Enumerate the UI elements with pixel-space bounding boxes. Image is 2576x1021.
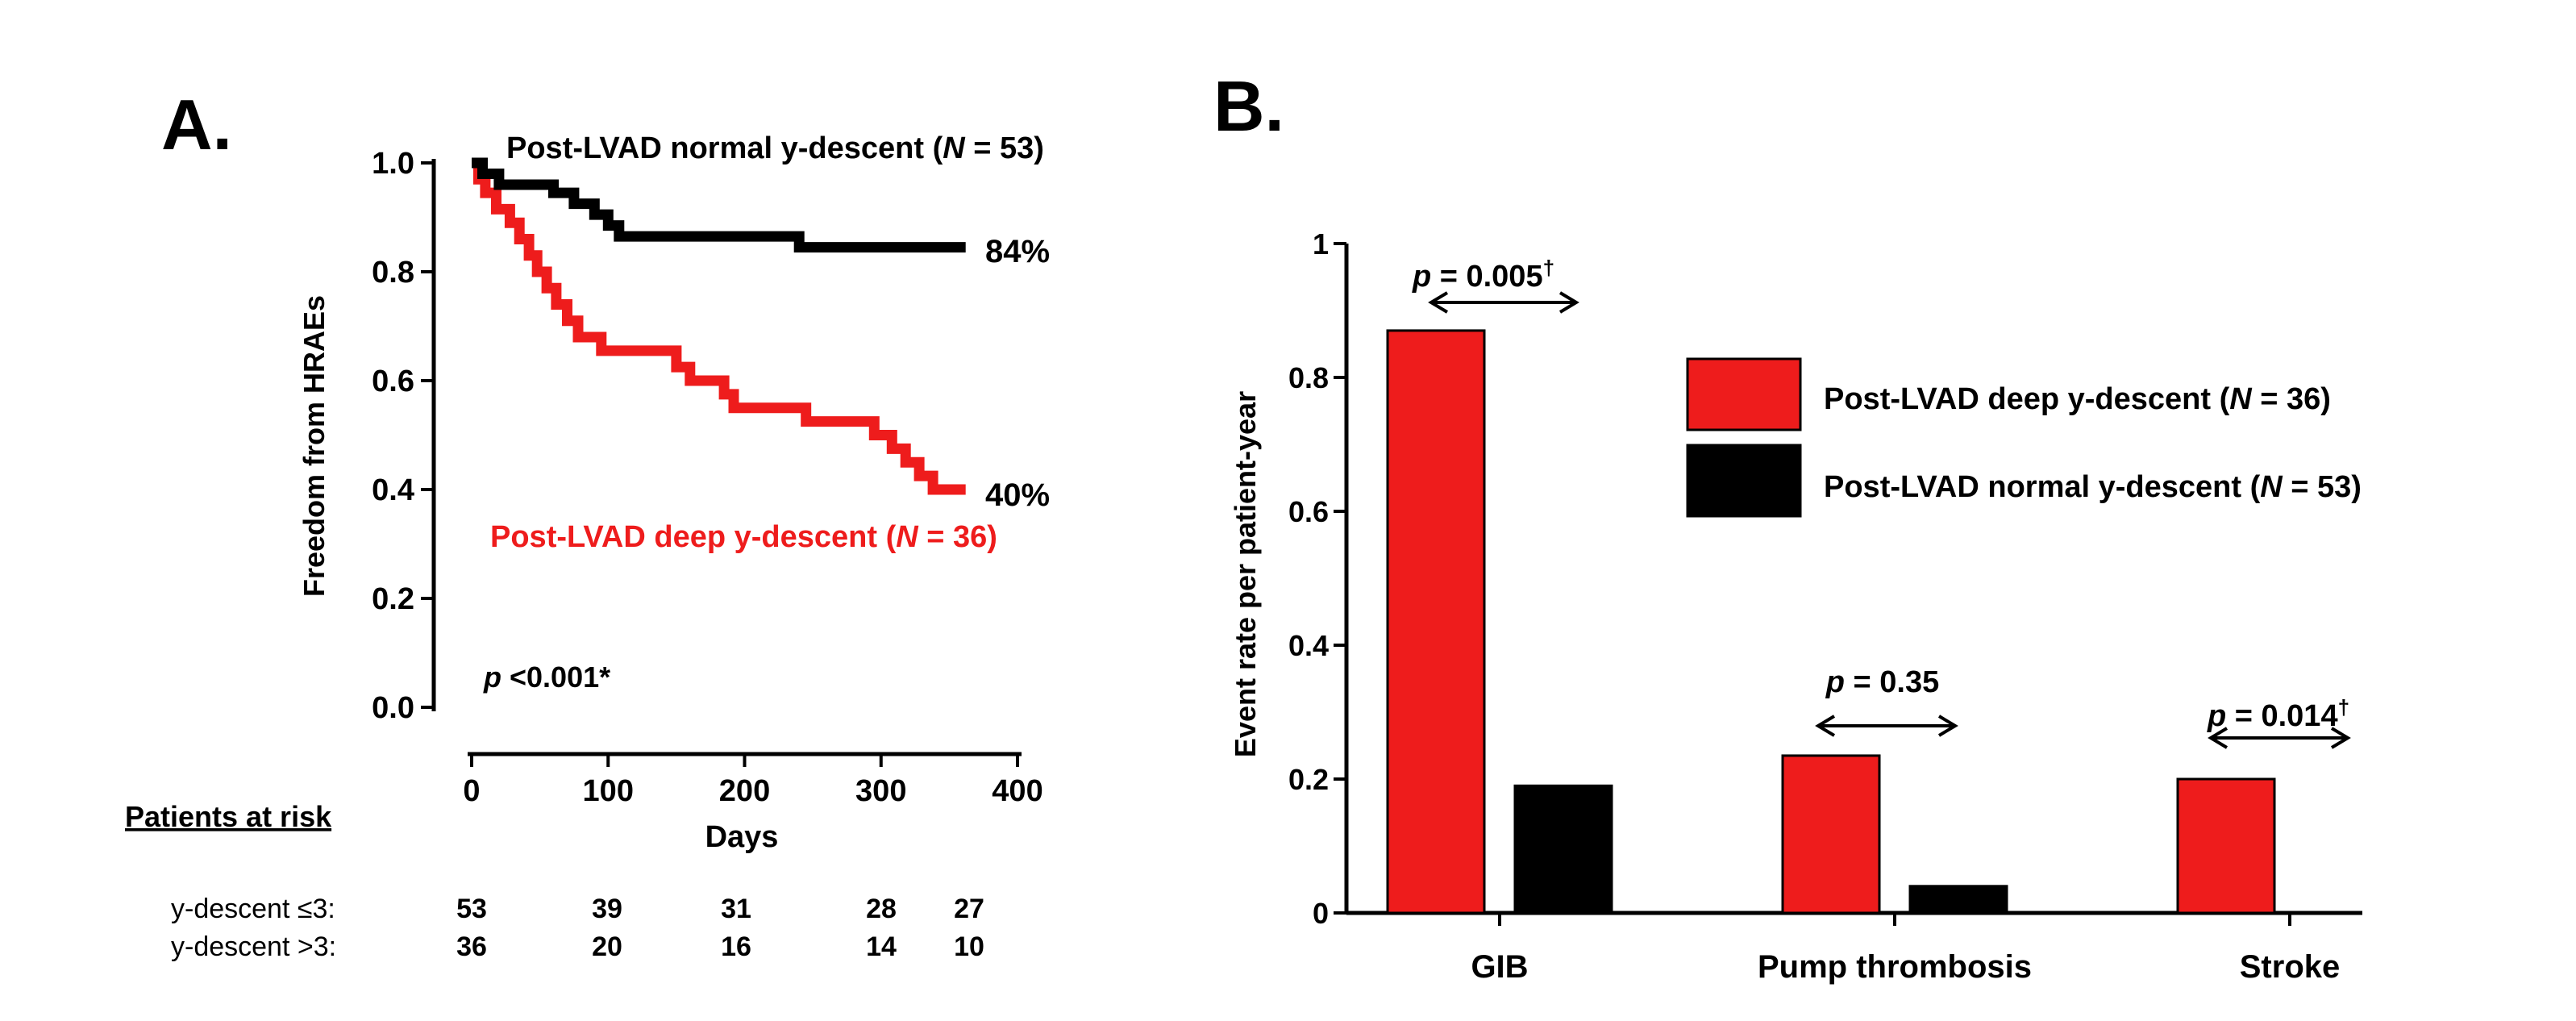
category-label: Pump thrombosis — [1758, 949, 2032, 985]
category-label: GIB — [1471, 949, 1528, 985]
y-tick-label: 0.6 — [1288, 495, 1329, 528]
risk-table-title: Patients at risk — [125, 800, 332, 833]
risk-value: 20 — [592, 931, 622, 962]
risk-value: 10 — [954, 931, 984, 962]
panel-b-category-labels: GIB Pump thrombosis Stroke — [1471, 949, 2340, 985]
category-label: Stroke — [2240, 949, 2341, 985]
comparison-arrow-gib — [1428, 291, 1579, 314]
pvalue-gib: p = 0.005† — [1412, 256, 1554, 294]
risk-value: 28 — [866, 894, 897, 924]
panel-b-label: B. — [1213, 66, 1284, 146]
panel-a-xlabel: Days — [705, 820, 779, 854]
panel-a-ylabel: Freedom from HRAEs — [298, 295, 331, 597]
y-tick-label: 0.0 — [372, 691, 414, 725]
x-tick-label: 400 — [992, 774, 1042, 808]
legend-swatch-normal — [1686, 444, 1802, 518]
panel-b-legend: Post-LVAD deep y-descent (N = 36) Post-L… — [1686, 357, 2362, 518]
panel-b-bars — [1386, 329, 2276, 915]
risk-value: 27 — [954, 894, 984, 924]
panel-b-ylabel: Event rate per patient-year — [1229, 391, 1262, 757]
deep-series-label: Post-LVAD deep y-descent (N = 36) — [490, 520, 997, 554]
pvalue-pump: p = 0.35 — [1825, 665, 1939, 699]
y-tick-label: 0.8 — [1288, 361, 1329, 394]
y-tick-label: 0.6 — [372, 365, 414, 398]
panel-a-label: A. — [161, 85, 232, 165]
x-tick-label: 100 — [583, 774, 634, 808]
risk-row-label-2: y-descent >3: — [171, 931, 336, 962]
y-tick-label: 0 — [1313, 897, 1329, 930]
panel-a-pvalue: p <0.001* — [483, 661, 610, 694]
y-tick-label: 1 — [1313, 227, 1329, 260]
legend-swatch-deep — [1686, 357, 1802, 431]
y-tick-label: 0.4 — [1288, 629, 1329, 662]
panel-a-ticks: 0.0 0.2 0.4 0.6 0.8 1.0 0 100 200 300 400 — [372, 147, 1043, 808]
risk-value: 31 — [721, 894, 751, 924]
risk-value: 16 — [721, 931, 751, 962]
panel-a-survival-chart: A. 0.0 0.2 0.4 0.6 0.8 1.0 0 100 200 300 400 Freed… — [125, 85, 1050, 962]
risk-value: 36 — [456, 931, 487, 962]
risk-row-label-1: y-descent ≤3: — [171, 894, 335, 924]
survival-line-normal — [472, 157, 966, 253]
bar-stroke-deep — [2176, 777, 2276, 915]
risk-value: 14 — [866, 931, 897, 962]
y-tick-label: 0.2 — [372, 582, 414, 616]
x-tick-label: 300 — [855, 774, 906, 808]
deep-end-label: 40% — [985, 477, 1050, 513]
normal-end-label: 84% — [985, 234, 1050, 269]
y-tick-label: 0.8 — [372, 256, 414, 290]
x-tick-label: 0 — [463, 774, 480, 808]
risk-row-1: 53 39 31 28 27 — [456, 894, 984, 924]
risk-row-2: 36 20 16 14 10 — [456, 931, 984, 962]
pvalue-stroke: p = 0.014† — [2207, 695, 2349, 733]
y-tick-label: 1.0 — [372, 147, 414, 181]
x-tick-label: 200 — [719, 774, 770, 808]
bar-gib-normal — [1513, 784, 1613, 915]
bar-gib-deep — [1386, 329, 1486, 915]
panel-a-survival-lines — [472, 157, 966, 495]
risk-value: 53 — [456, 894, 487, 924]
survival-line-deep — [472, 157, 966, 495]
comparison-arrow-stroke — [2208, 727, 2351, 749]
risk-value: 39 — [592, 894, 622, 924]
y-tick-label: 0.4 — [372, 473, 414, 507]
bar-pump-thrombosis-normal — [1908, 885, 2008, 915]
bar-pump-thrombosis-deep — [1781, 754, 1881, 915]
normal-series-label: Post-LVAD normal y-descent (N = 53) — [506, 131, 1044, 165]
y-tick-label: 0.2 — [1288, 763, 1329, 796]
legend-label-normal: Post-LVAD normal y-descent (N = 53) — [1824, 470, 2362, 504]
panel-b-ticks: 0 0.2 0.4 0.6 0.8 1 — [1288, 227, 2291, 930]
comparison-arrow-pump — [1815, 715, 1958, 737]
panel-b-bar-chart: B. 0 0.2 0.4 0.6 0.8 1 GIB Pump thrombosis Stro… — [1213, 66, 2362, 985]
legend-label-deep: Post-LVAD deep y-descent (N = 36) — [1824, 382, 2331, 416]
